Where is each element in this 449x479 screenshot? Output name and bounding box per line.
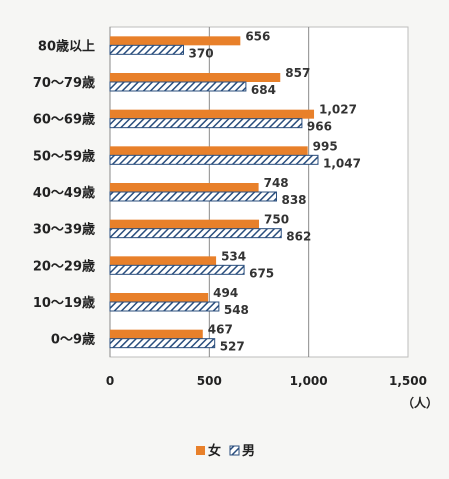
bar-male: [109, 154, 319, 165]
category-label: 50～59歳: [33, 148, 95, 164]
bar-female: [110, 256, 217, 266]
bar-female: [110, 329, 203, 339]
x-tick-label: 1,500: [389, 374, 427, 388]
category-label: 0～9歳: [51, 332, 95, 348]
bar-male: [109, 301, 220, 312]
value-label-male: 838: [281, 193, 306, 207]
bar-male: [109, 264, 245, 275]
legend-label-female: 女: [208, 443, 221, 459]
category-label: 10～19歳: [33, 295, 95, 311]
x-axis-unit: （人）: [402, 395, 438, 410]
category-label: 70～79歳: [33, 75, 95, 91]
bar-female: [110, 36, 241, 46]
bar-male: [109, 228, 282, 239]
legend-swatch-female: [196, 446, 205, 455]
bar-female: [110, 219, 259, 229]
value-label-male: 684: [251, 83, 276, 97]
value-label-female: 857: [285, 66, 310, 80]
legend-swatch-male: [229, 445, 240, 456]
category-labels: 80歳以上 70～79歳 60～69歳 50～59歳 40～49歳 30～39歳 20～29…: [33, 38, 95, 347]
x-tick-label: 1,000: [290, 374, 328, 388]
value-label-female: 748: [264, 176, 289, 190]
legend: 女男: [196, 443, 255, 459]
category-label: 20～29歳: [33, 258, 95, 274]
x-tick-label: 500: [197, 374, 222, 388]
value-label-female: 534: [221, 249, 246, 263]
value-label-female: 494: [213, 286, 238, 300]
bar-male: [109, 81, 247, 92]
value-label-male: 675: [249, 266, 274, 280]
value-label-male: 370: [189, 46, 214, 60]
value-label-female: 1,027: [319, 103, 357, 117]
category-label: 60～69歳: [33, 112, 95, 128]
bar-male: [109, 118, 303, 129]
bar-female: [110, 293, 209, 302]
category-label: 80歳以上: [38, 38, 95, 54]
bars: [109, 36, 319, 349]
value-label-male: 548: [224, 303, 249, 317]
data-labels: 656 370 857 684 1,027 966 995 1,047 748 838 750 862…: [189, 29, 361, 353]
value-label-male: 527: [220, 340, 245, 354]
bar-female: [110, 146, 308, 156]
x-tick-label: 0: [106, 374, 114, 388]
category-label: 30～39歳: [33, 222, 95, 238]
value-label-male: 966: [307, 120, 332, 134]
bar-female: [110, 73, 281, 82]
value-label-female: 750: [264, 213, 289, 227]
category-label: 40～49歳: [33, 185, 95, 201]
value-label-male: 862: [286, 230, 311, 244]
value-label-female: 656: [245, 29, 270, 43]
legend-label-male: 男: [242, 444, 255, 459]
bar-male: [109, 338, 216, 349]
bar-male: [109, 191, 277, 202]
bar-female: [110, 183, 259, 192]
value-label-male: 1,047: [323, 156, 361, 170]
bar-male: [109, 44, 185, 55]
value-label-female: 467: [208, 323, 233, 337]
value-label-female: 995: [313, 139, 338, 153]
x-tick-labels: 0 500 1,000 1,500: [106, 374, 427, 388]
bar-female: [110, 109, 315, 119]
